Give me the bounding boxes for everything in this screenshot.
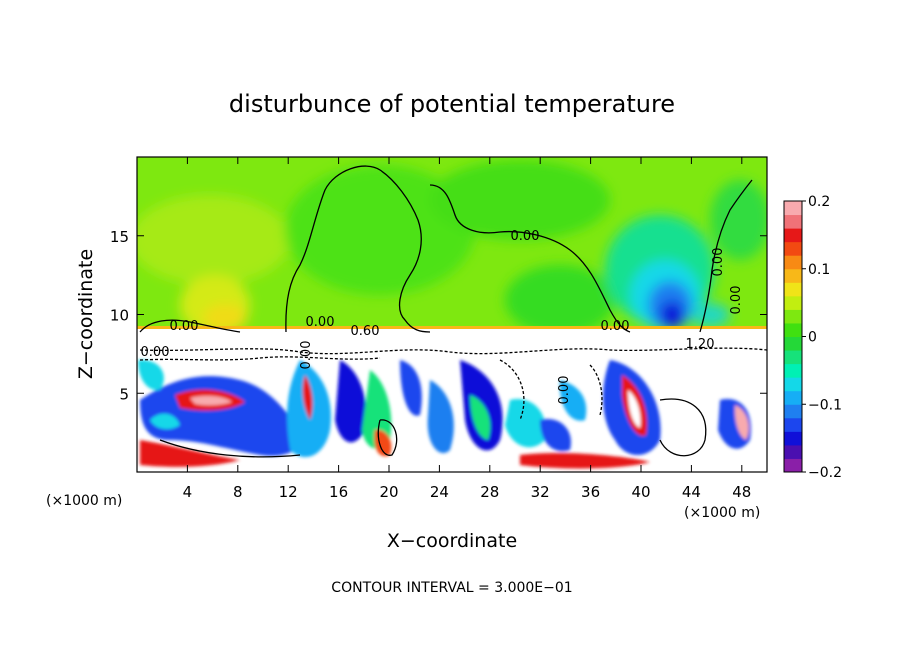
x-tick-label: 28 xyxy=(480,483,499,501)
x-unit-right: (×1000 m) xyxy=(684,505,760,521)
colorbar-swatch xyxy=(784,350,802,365)
x-tick-label: 32 xyxy=(531,483,550,501)
x-axis: 4 8 12 16 20 24 28 32 36 40 44 48 xyxy=(183,157,751,501)
colorbar-swatch xyxy=(784,431,802,446)
colorbar-swatch xyxy=(784,228,802,243)
x-tick-label: 48 xyxy=(732,483,751,501)
y-tick-label: 15 xyxy=(110,228,129,246)
colorbar-swatch xyxy=(784,255,802,270)
contour-interval-caption: CONTOUR INTERVAL = 3.000E−01 xyxy=(331,580,572,596)
contour-label: 0.00 xyxy=(729,286,744,315)
contour-labels: 0.00 0.000.000.000.000.600.000.001.200.00… xyxy=(141,229,744,404)
contour-label: 0.00 xyxy=(170,319,199,334)
y-axis-label: Z−coordinate xyxy=(75,249,97,379)
x-tick-label: 36 xyxy=(581,483,600,501)
colorbar-swatch xyxy=(784,268,802,283)
x-tick-label: 44 xyxy=(682,483,701,501)
colorbar-swatch xyxy=(784,322,802,337)
x-tick-label: 40 xyxy=(631,483,650,501)
contour-label: 0.00 xyxy=(601,319,630,334)
x-tick-label: 12 xyxy=(279,483,298,501)
colorbar-swatch xyxy=(784,282,802,297)
colorbar-swatch xyxy=(784,336,802,351)
colorbar-swatch xyxy=(784,444,802,459)
x-tick-label: 24 xyxy=(430,483,449,501)
heatmap-field xyxy=(137,157,767,472)
colorbar-swatch xyxy=(784,295,802,310)
colorbar-tick-label: −0.1 xyxy=(808,397,842,413)
contour-label: 0.00 xyxy=(557,376,572,405)
colorbar-swatch xyxy=(784,404,802,419)
contour-label: 1.20 xyxy=(686,337,715,352)
x-tick-label: 4 xyxy=(183,483,193,501)
x-tick-label: 8 xyxy=(233,483,243,501)
x-unit-left: (×1000 m) xyxy=(46,493,122,509)
colorbar-tick-label: −0.2 xyxy=(808,465,842,481)
colorbar-tick-label: 0.1 xyxy=(808,262,830,278)
colorbar-swatch xyxy=(784,201,802,216)
contour-label: 0.00 xyxy=(711,248,726,277)
colorbar: 0.2 0.1 0 −0.1 −0.2 xyxy=(783,194,842,481)
x-tick-label: 20 xyxy=(379,483,398,501)
contour-label: 0.00 xyxy=(511,229,540,244)
contour-label: 0.00 xyxy=(141,345,170,360)
colorbar-swatch xyxy=(784,458,802,473)
y-axis: 5 10 15 xyxy=(110,228,767,403)
colorbar-swatch xyxy=(784,214,802,229)
contour-label: 0.00 xyxy=(306,315,335,330)
colorbar-swatch xyxy=(784,363,802,378)
colorbar-tick-label: 0.2 xyxy=(808,194,830,210)
chart-title: disturbunce of potential temperature xyxy=(229,90,675,118)
colorbar-swatch xyxy=(784,417,802,432)
colorbar-tick-label: 0 xyxy=(808,330,817,346)
colorbar-swatch xyxy=(784,241,802,256)
colorbar-swatch xyxy=(784,390,802,405)
y-tick-label: 5 xyxy=(119,385,129,403)
colorbar-swatch xyxy=(784,377,802,392)
x-axis-label: X−coordinate xyxy=(387,530,517,552)
x-tick-label: 16 xyxy=(329,483,348,501)
contour-label: 0.60 xyxy=(351,324,380,339)
colorbar-swatch xyxy=(784,309,802,324)
y-tick-label: 10 xyxy=(110,307,129,325)
contour-label: 0.00 xyxy=(299,341,314,370)
